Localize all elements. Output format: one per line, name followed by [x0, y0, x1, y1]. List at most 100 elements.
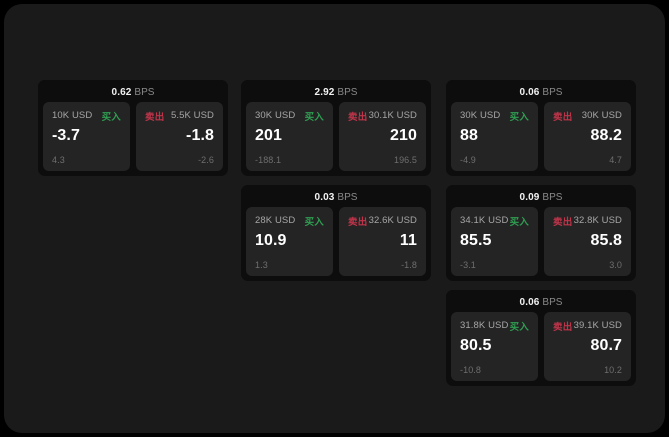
sell-delta: 3.0 [609, 260, 622, 270]
sell-price: 88.2 [590, 127, 622, 144]
sell-price: 210 [390, 127, 417, 144]
bps-value: 2.92 [314, 87, 335, 98]
sell-price: -1.8 [186, 127, 214, 144]
card-header: 0.06 BPS [446, 290, 636, 312]
bps-unit-label: BPS [337, 87, 358, 98]
buy-tag: 买入 [509, 321, 529, 333]
sell-size-label: 5.5K USD [170, 110, 214, 121]
buy-price: -3.7 [52, 127, 80, 144]
card-header: 2.92 BPS [241, 80, 431, 102]
buy-size-label: 30K USD [460, 110, 501, 121]
buy-panel-header: 30K USD 买入 [460, 109, 529, 123]
sell-panel-header: 卖出 32.6K USD [348, 214, 417, 228]
sell-price: 85.8 [590, 232, 622, 249]
sell-panel-header: 卖出 32.8K USD [553, 214, 622, 228]
buy-panel-header: 34.1K USD 买入 [460, 214, 529, 228]
buy-delta: -4.9 [460, 155, 476, 165]
bps-value: 0.62 [111, 87, 132, 98]
sell-panel[interactable]: 卖出 30.1K USD 210 196.5 [339, 102, 426, 171]
card-body: 30K USD 买入 88 -4.9 卖出 30K USD 88.2 4.7 [446, 102, 636, 176]
sell-panel[interactable]: 卖出 5.5K USD -1.8 -2.6 [136, 102, 223, 171]
quote-board: 0.62 BPS 10K USD 买入 -3.7 4.3 卖出 [4, 4, 665, 433]
buy-price: 201 [255, 127, 282, 144]
quote-card[interactable]: 0.06 BPS 31.8K USD 买入 80.5 -10.8 卖出 [446, 290, 636, 386]
buy-price: 85.5 [460, 232, 492, 249]
buy-price: 88 [460, 127, 478, 144]
buy-tag: 买入 [304, 111, 324, 123]
buy-panel-header: 10K USD 买入 [52, 109, 121, 123]
buy-panel[interactable]: 30K USD 买入 201 -188.1 [246, 102, 333, 171]
sell-price: 80.7 [590, 337, 622, 354]
quote-card[interactable]: 0.09 BPS 34.1K USD 买入 85.5 -3.1 卖出 [446, 185, 636, 281]
buy-panel[interactable]: 28K USD 买入 10.9 1.3 [246, 207, 333, 276]
buy-panel-header: 31.8K USD 买入 [460, 319, 529, 333]
buy-delta: -10.8 [460, 365, 482, 375]
sell-delta: -1.8 [401, 260, 417, 270]
sell-tag: 卖出 [348, 216, 368, 228]
buy-tag: 买入 [304, 216, 324, 228]
buy-price: 10.9 [255, 232, 287, 249]
sell-panel[interactable]: 卖出 39.1K USD 80.7 10.2 [544, 312, 631, 381]
quote-card[interactable]: 2.92 BPS 30K USD 买入 201 -188.1 卖出 [241, 80, 431, 176]
quote-card[interactable]: 0.62 BPS 10K USD 买入 -3.7 4.3 卖出 [38, 80, 228, 176]
card-body: 34.1K USD 买入 85.5 -3.1 卖出 32.8K USD 85.8… [446, 207, 636, 281]
buy-panel[interactable]: 30K USD 买入 88 -4.9 [451, 102, 538, 171]
sell-tag: 卖出 [553, 111, 573, 123]
card-body: 30K USD 买入 201 -188.1 卖出 30.1K USD 210 1… [241, 102, 431, 176]
buy-size-label: 30K USD [255, 110, 296, 121]
bps-unit-label: BPS [542, 192, 563, 203]
card-body: 31.8K USD 买入 80.5 -10.8 卖出 39.1K USD 80.… [446, 312, 636, 386]
bps-unit-label: BPS [337, 192, 358, 203]
sell-panel-header: 卖出 30K USD [553, 109, 622, 123]
sell-price: 11 [399, 232, 417, 249]
card-header: 0.62 BPS [38, 80, 228, 102]
buy-delta: -188.1 [255, 155, 282, 165]
buy-price: 80.5 [460, 337, 492, 354]
card-body: 10K USD 买入 -3.7 4.3 卖出 5.5K USD -1.8 -2.… [38, 102, 228, 176]
quote-card[interactable]: 0.03 BPS 28K USD 买入 10.9 1.3 卖出 [241, 185, 431, 281]
bps-value: 0.06 [519, 87, 540, 98]
sell-panel[interactable]: 卖出 30K USD 88.2 4.7 [544, 102, 631, 171]
buy-panel[interactable]: 31.8K USD 买入 80.5 -10.8 [451, 312, 538, 381]
buy-size-label: 28K USD [255, 215, 296, 226]
sell-tag: 卖出 [553, 216, 573, 228]
buy-delta: 4.3 [52, 155, 65, 165]
sell-size-label: 32.6K USD [368, 215, 417, 226]
buy-size-label: 31.8K USD [460, 320, 509, 331]
sell-size-label: 39.1K USD [573, 320, 622, 331]
buy-panel-header: 30K USD 买入 [255, 109, 324, 123]
sell-size-label: 30.1K USD [368, 110, 417, 121]
bps-value: 0.09 [519, 192, 540, 203]
sell-size-label: 32.8K USD [573, 215, 622, 226]
sell-panel-header: 卖出 5.5K USD [145, 109, 214, 123]
card-body: 28K USD 买入 10.9 1.3 卖出 32.6K USD 11 -1.8 [241, 207, 431, 281]
bps-unit-label: BPS [134, 87, 155, 98]
card-header: 0.09 BPS [446, 185, 636, 207]
sell-size-label: 30K USD [581, 110, 622, 121]
bps-value: 0.06 [519, 297, 540, 308]
sell-delta: 10.2 [604, 365, 622, 375]
quote-card[interactable]: 0.06 BPS 30K USD 买入 88 -4.9 卖出 [446, 80, 636, 176]
card-header: 0.06 BPS [446, 80, 636, 102]
bps-unit-label: BPS [542, 87, 563, 98]
buy-panel[interactable]: 34.1K USD 买入 85.5 -3.1 [451, 207, 538, 276]
sell-panel-header: 卖出 39.1K USD [553, 319, 622, 333]
bps-value: 0.03 [314, 192, 335, 203]
buy-size-label: 34.1K USD [460, 215, 509, 226]
buy-size-label: 10K USD [52, 110, 93, 121]
buy-panel[interactable]: 10K USD 买入 -3.7 4.3 [43, 102, 130, 171]
sell-tag: 卖出 [348, 111, 368, 123]
buy-delta: 1.3 [255, 260, 268, 270]
buy-delta: -3.1 [460, 260, 476, 270]
sell-panel-header: 卖出 30.1K USD [348, 109, 417, 123]
sell-tag: 卖出 [145, 111, 165, 123]
buy-tag: 买入 [101, 111, 121, 123]
sell-panel[interactable]: 卖出 32.8K USD 85.8 3.0 [544, 207, 631, 276]
sell-delta: 196.5 [393, 155, 417, 165]
buy-tag: 买入 [509, 216, 529, 228]
sell-delta: 4.7 [609, 155, 622, 165]
sell-tag: 卖出 [553, 321, 573, 333]
sell-panel[interactable]: 卖出 32.6K USD 11 -1.8 [339, 207, 426, 276]
app-root: 0.62 BPS 10K USD 买入 -3.7 4.3 卖出 [4, 4, 665, 433]
card-header: 0.03 BPS [241, 185, 431, 207]
